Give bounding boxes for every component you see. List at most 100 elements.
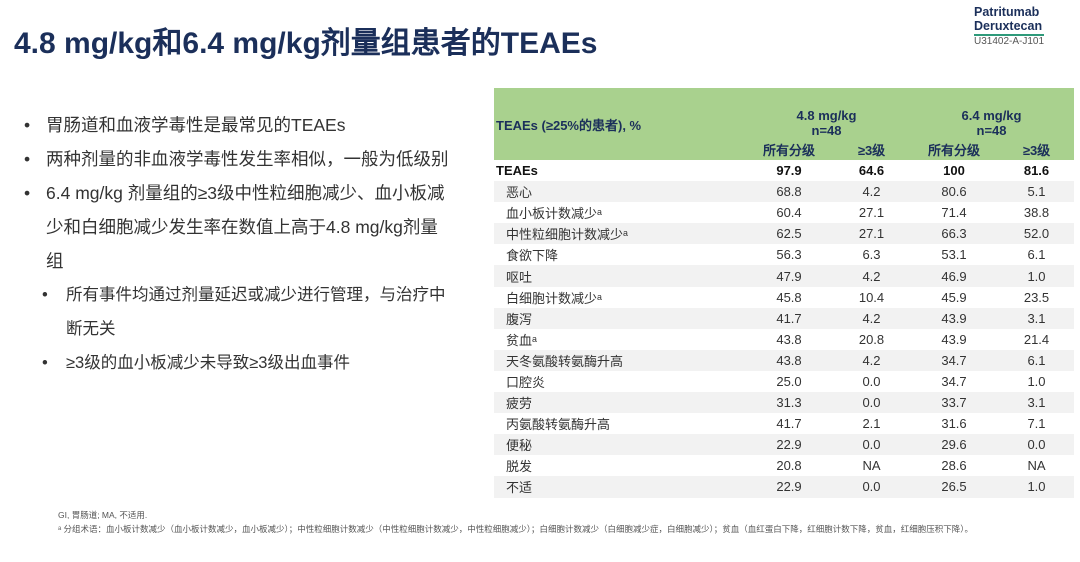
- cell-value: 5.1: [1027, 184, 1046, 200]
- row-label: 贫血ᵃ: [506, 332, 537, 348]
- logo-code: U31402-A-J101: [974, 36, 1045, 47]
- table-row: 血小板计数减少ᵃ 60.4 27.1 71.4 38.8: [494, 202, 1074, 223]
- cell-value: 34.7: [941, 352, 967, 368]
- cell-value: 0.0: [1027, 437, 1046, 453]
- table-row: 中性粒细胞计数减少ᵃ 62.5 27.1 66.3 52.0: [494, 223, 1074, 245]
- cell-value: 52.0: [1023, 226, 1050, 242]
- cell-value: 97.9: [776, 163, 802, 179]
- cell-value: 10.4: [858, 289, 885, 305]
- bullet: 两种剂量的非血液学毒性发生率相似，一般为低级别: [22, 142, 452, 176]
- cell-value: 38.8: [1023, 205, 1050, 221]
- row-label: 天冬氨酸转氨酶升高: [506, 353, 624, 369]
- table-row: 不适 22.9 0.0 26.5 1.0: [494, 476, 1074, 498]
- row-label: 不适: [506, 480, 533, 496]
- table-row: 口腔炎 25.0 0.0 34.7 1.0: [494, 371, 1074, 392]
- table-row: TEAEs 97.9 64.6 100 81.6: [494, 160, 1074, 181]
- cell-value: 41.7: [776, 310, 802, 326]
- cell-value: 20.8: [776, 458, 802, 474]
- row-label: 呕吐: [506, 269, 533, 285]
- table-row: 贫血ᵃ 43.8 20.8 43.9 21.4: [494, 329, 1074, 350]
- row-label: 食欲下降: [506, 248, 559, 264]
- cell-value: 23.5: [1023, 289, 1050, 305]
- cell-value: 33.7: [941, 395, 967, 411]
- cell-value: 1.0: [1027, 373, 1046, 389]
- cell-value: 27.1: [858, 205, 885, 221]
- table-row: 便秘 22.9 0.0 29.6 0.0: [494, 434, 1074, 456]
- cell-value: NA: [862, 458, 881, 474]
- row-label: 恶心: [506, 185, 533, 201]
- row-label: 脱发: [506, 459, 533, 475]
- cell-value: 3.1: [1027, 310, 1046, 326]
- cell-value: 0.0: [862, 395, 881, 411]
- row-label: 便秘: [506, 438, 533, 454]
- cell-value: 47.9: [776, 268, 802, 284]
- cell-value: 2.1: [862, 416, 881, 432]
- footnote: ᵃ 分组术语：血小板计数减少（血小板计数减少，血小板减少）；中性粒细胞计数减少（…: [58, 524, 974, 534]
- cell-value: 4.2: [862, 352, 881, 368]
- cell-value: 1.0: [1027, 268, 1046, 284]
- cell-value: 80.6: [941, 184, 967, 200]
- cell-value: 6.1: [1027, 247, 1046, 263]
- sub-bullet: 所有事件均通过剂量延迟或减少进行管理，与治疗中断无关: [22, 278, 452, 346]
- table-row: 丙氨酸转氨酶升高 41.7 2.1 31.6 7.1: [494, 413, 1074, 434]
- sub-bullet: ≥3级的血小板减少未导致≥3级出血事件: [22, 346, 452, 380]
- cell-value: 43.9: [941, 310, 967, 326]
- row-label: 白细胞计数减少ᵃ: [506, 290, 602, 306]
- footnotes: GI, 胃肠道; MA, 不适用. ᵃ 分组术语：血小板计数减少（血小板计数减少…: [58, 508, 1048, 536]
- cell-value: 27.1: [858, 226, 885, 242]
- cell-value: 26.5: [941, 479, 967, 495]
- cell-value: 0.0: [862, 479, 881, 495]
- logo-line1: Patritumab: [974, 5, 1040, 19]
- cell-value: 64.6: [858, 163, 885, 179]
- logo: Patritumab Deruxtecan U31402-A-J101: [974, 5, 1044, 48]
- cell-value: 4.2: [862, 268, 881, 284]
- logo-divider: [974, 34, 1044, 36]
- table-row: 疲劳 31.3 0.0 33.7 3.1: [494, 392, 1074, 414]
- cell-value: 4.2: [862, 184, 881, 200]
- cell-value: 34.7: [941, 373, 967, 389]
- cell-value: 3.1: [1027, 395, 1046, 411]
- footnote: GI, 胃肠道; MA, 不适用.: [58, 510, 148, 520]
- table-row: 腹泻 41.7 4.2 43.9 3.1: [494, 307, 1074, 329]
- table-row: 白细胞计数减少ᵃ 45.8 10.4 45.9 23.5: [494, 287, 1074, 308]
- cell-value: 43.8: [776, 352, 802, 368]
- table-row: 呕吐 47.9 4.2 46.9 1.0: [494, 265, 1074, 287]
- table-row: 天冬氨酸转氨酶升高 43.8 4.2 34.7 6.1: [494, 349, 1074, 371]
- cell-value: 31.3: [776, 395, 802, 411]
- row-label: TEAEs: [496, 163, 538, 179]
- cell-value: 53.1: [941, 247, 967, 263]
- cell-value: 43.9: [941, 331, 967, 347]
- cell-value: 0.0: [862, 373, 881, 389]
- cell-value: 68.8: [776, 184, 802, 200]
- bullet-list: 胃肠道和血液学毒性是最常见的TEAEs 两种剂量的非血液学毒性发生率相似，一般为…: [22, 108, 452, 380]
- row-label: 口腔炎: [506, 374, 546, 390]
- cell-value: 31.6: [941, 416, 967, 432]
- cell-value: 62.5: [776, 226, 802, 242]
- row-label: 血小板计数减少ᵃ: [506, 206, 602, 222]
- table-row: 脱发 20.8 NA 28.6 NA: [494, 455, 1074, 476]
- cell-value: 45.8: [776, 289, 802, 305]
- col-header: ≥3级: [857, 142, 886, 158]
- cell-value: 56.3: [776, 247, 802, 263]
- logo-line2: Deruxtecan: [974, 19, 1043, 33]
- cell-value: 66.3: [941, 226, 967, 242]
- group-header: 6.4 mg/kg n=48: [961, 108, 1022, 138]
- cell-value: 45.9: [941, 289, 967, 305]
- cell-value: 25.0: [776, 373, 802, 389]
- page-title: 4.8 mg/kg和6.4 mg/kg剂量组患者的TEAEs: [14, 27, 598, 60]
- cell-value: 43.8: [776, 331, 802, 347]
- cell-value: 6.3: [862, 247, 881, 263]
- cell-value: 7.1: [1027, 416, 1046, 432]
- cell-value: 6.1: [1027, 352, 1046, 368]
- row-label: 中性粒细胞计数减少ᵃ: [506, 227, 628, 243]
- row-label: 丙氨酸转氨酶升高: [506, 417, 611, 433]
- col-header: 所有分级: [927, 142, 980, 158]
- cell-value: 100: [943, 163, 965, 179]
- cell-value: 4.2: [862, 310, 881, 326]
- cell-value: 71.4: [941, 205, 967, 221]
- cell-value: 0.0: [862, 437, 881, 453]
- bullet: 6.4 mg/kg 剂量组的≥3级中性粒细胞减少、血小板减少和白细胞减少发生率在…: [22, 176, 452, 278]
- cell-value: 1.0: [1027, 479, 1046, 495]
- group-header: 4.8 mg/kg n=48: [796, 108, 857, 138]
- cell-value: 28.6: [941, 458, 967, 474]
